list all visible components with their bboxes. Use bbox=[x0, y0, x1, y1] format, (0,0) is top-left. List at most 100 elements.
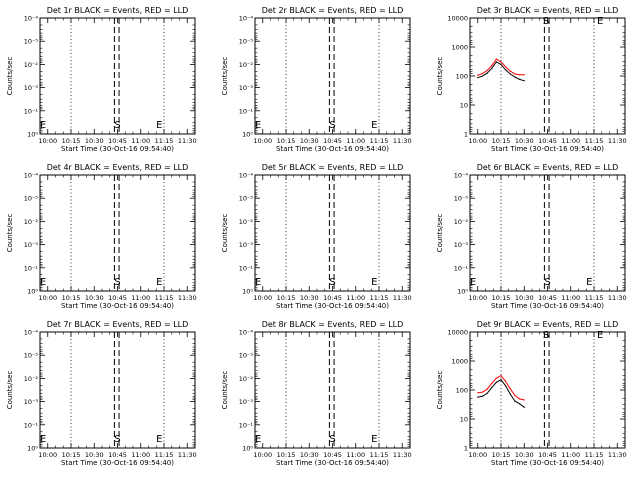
x-tick-label: 11:15 bbox=[370, 451, 389, 459]
event-marker-s: S bbox=[114, 120, 120, 131]
plot-frame bbox=[469, 174, 626, 292]
y-tick-label: 10⁻³ bbox=[239, 84, 254, 92]
x-tick-label: 11:15 bbox=[155, 294, 174, 302]
x-tick-label: 10:45 bbox=[538, 451, 557, 459]
event-marker-e: E bbox=[255, 277, 261, 288]
y-axis-label: Counts/sec bbox=[221, 214, 229, 253]
series-point-red bbox=[481, 391, 483, 393]
y-tick-label: 10⁻² bbox=[454, 218, 469, 226]
x-tick-label: 10:45 bbox=[108, 451, 127, 459]
x-tick-label: 10:45 bbox=[323, 294, 342, 302]
series-point-black bbox=[495, 381, 497, 383]
x-tick-label: 11:30 bbox=[178, 451, 197, 459]
panel-title: Det 4r BLACK = Events, RED = LLD bbox=[47, 163, 189, 172]
x-tick-label: 10:45 bbox=[323, 451, 342, 459]
x-tick-label: 11:00 bbox=[561, 137, 580, 145]
y-axis-label: Counts/sec bbox=[436, 371, 444, 410]
y-tick-label: 1000 bbox=[451, 44, 468, 52]
y-tick-label: 10⁻⁵ bbox=[24, 38, 39, 46]
y-tick-label: 10⁻² bbox=[239, 218, 254, 226]
event-marker-e: E bbox=[156, 120, 162, 131]
event-marker-s: S bbox=[329, 120, 335, 131]
x-axis-label: Start Time (30-Oct-16 09:54:40) bbox=[276, 459, 389, 467]
series-point-black bbox=[514, 76, 516, 78]
panel-det-6: Det 6r BLACK = Events, RED = LLD Counts/s… bbox=[436, 163, 627, 310]
series-point-red bbox=[491, 382, 493, 384]
x-axis-label: Start Time (30-Oct-16 09:54:40) bbox=[276, 145, 389, 153]
plot-frame bbox=[469, 331, 626, 449]
panel-title: Det 1r BLACK = Events, RED = LLD bbox=[47, 6, 189, 15]
series-point-red bbox=[486, 69, 488, 72]
panel-det-9: Det 9r BLACK = Events, RED = LLD Counts/s… bbox=[436, 320, 627, 467]
series-line-black bbox=[477, 379, 525, 408]
series-point-black bbox=[477, 77, 479, 79]
x-tick-label: 10:30 bbox=[300, 294, 319, 302]
x-tick-label: 11:30 bbox=[608, 451, 627, 459]
y-tick-label: 10⁰ bbox=[27, 445, 38, 453]
x-tick-label: 10:30 bbox=[300, 451, 319, 459]
x-tick-label: 10:15 bbox=[492, 137, 511, 145]
event-marker-s: S bbox=[114, 277, 120, 288]
event-marker-s: S bbox=[329, 434, 335, 445]
series-point-black bbox=[505, 385, 507, 387]
event-marker-e: E bbox=[597, 330, 603, 341]
event-marker-s: S bbox=[543, 16, 549, 27]
x-axis-label: Start Time (30-Oct-16 09:54:40) bbox=[491, 145, 604, 153]
y-tick-label: 10⁻³ bbox=[24, 241, 39, 249]
y-tick-label: 10⁰ bbox=[242, 445, 253, 453]
x-tick-label: 11:30 bbox=[393, 451, 412, 459]
x-tick-label: 10:00 bbox=[253, 137, 272, 145]
x-tick-label: 11:00 bbox=[131, 137, 150, 145]
event-marker-e: E bbox=[40, 434, 46, 445]
series-point-red bbox=[491, 65, 493, 67]
y-tick-label: 10⁻² bbox=[24, 61, 39, 69]
plot-frame bbox=[39, 17, 196, 135]
series-point-black bbox=[491, 386, 493, 389]
series-point-black bbox=[495, 61, 497, 63]
series-point-red bbox=[523, 74, 525, 76]
series-point-red bbox=[509, 388, 511, 390]
series-point-red bbox=[500, 375, 502, 377]
x-tick-label: 10:30 bbox=[300, 137, 319, 145]
y-tick-label: 1 bbox=[464, 445, 468, 453]
y-tick-label: 10⁻⁵ bbox=[239, 195, 254, 203]
x-axis-label: Start Time (30-Oct-16 09:54:40) bbox=[276, 302, 389, 310]
x-tick-label: 11:00 bbox=[131, 451, 150, 459]
x-tick-label: 10:30 bbox=[85, 137, 104, 145]
series-point-black bbox=[500, 63, 502, 66]
x-tick-label: 11:30 bbox=[393, 294, 412, 302]
panel-det-3: Det 3r BLACK = Events, RED = LLD Counts/s… bbox=[436, 6, 627, 153]
y-tick-label: 10⁻⁵ bbox=[454, 195, 469, 203]
y-tick-label: 10⁻² bbox=[239, 61, 254, 69]
series-point-red bbox=[509, 70, 511, 72]
y-tick-label: 10⁻¹ bbox=[239, 107, 254, 115]
y-tick-label: 10⁻¹ bbox=[24, 421, 39, 429]
x-tick-label: 10:00 bbox=[253, 451, 272, 459]
x-tick-label: 10:00 bbox=[38, 137, 57, 145]
y-tick-label: 1000 bbox=[451, 358, 468, 366]
event-marker-e: E bbox=[597, 16, 603, 27]
y-tick-label: 10⁻¹ bbox=[24, 107, 39, 115]
series-point-red bbox=[514, 394, 516, 397]
y-tick-label: 100 bbox=[456, 73, 468, 81]
y-tick-label: 10⁻² bbox=[239, 375, 254, 383]
x-tick-label: 11:00 bbox=[346, 137, 365, 145]
panel-title: Det 9r BLACK = Events, RED = LLD bbox=[477, 320, 619, 329]
series-point-red bbox=[519, 74, 521, 76]
panel-det-1: Det 1r BLACK = Events, RED = LLD Counts/s… bbox=[6, 6, 197, 153]
panel-title: Det 3r BLACK = Events, RED = LLD bbox=[477, 6, 619, 15]
x-tick-label: 10:45 bbox=[323, 137, 342, 145]
x-tick-label: 11:15 bbox=[370, 294, 389, 302]
x-tick-label: 10:45 bbox=[538, 137, 557, 145]
x-tick-label: 10:15 bbox=[62, 294, 81, 302]
y-axis-label: Counts/sec bbox=[6, 214, 14, 253]
x-tick-label: 10:15 bbox=[62, 451, 81, 459]
y-tick-label: 10⁻² bbox=[24, 375, 39, 383]
y-tick-label: 10⁻⁴ bbox=[239, 172, 254, 180]
x-tick-label: 11:15 bbox=[370, 137, 389, 145]
x-tick-label: 10:30 bbox=[515, 294, 534, 302]
panel-title: Det 6r BLACK = Events, RED = LLD bbox=[477, 163, 619, 172]
plot-frame bbox=[39, 331, 196, 449]
event-marker-e: E bbox=[156, 277, 162, 288]
y-axis-label: Counts/sec bbox=[6, 371, 14, 410]
